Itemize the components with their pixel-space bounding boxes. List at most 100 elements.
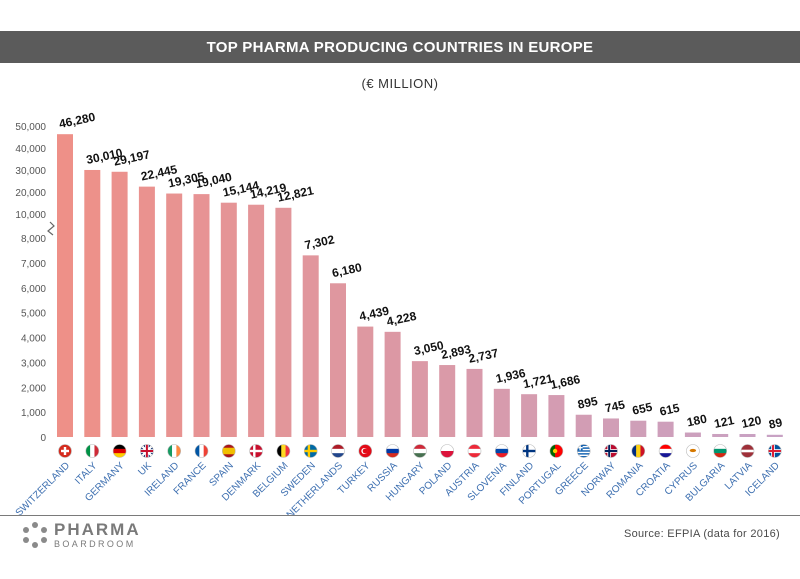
bar xyxy=(138,186,155,437)
bar xyxy=(548,395,565,437)
logo-text-bottom: BOARDROOM xyxy=(54,539,136,549)
value-label: 120 xyxy=(740,413,763,431)
title-bar: TOP PHARMA PRODUCING COUNTRIES IN EUROPE xyxy=(0,31,800,63)
value-label: 745 xyxy=(604,397,627,415)
value-label: 2,737 xyxy=(467,346,500,366)
bar xyxy=(220,202,237,437)
value-label: 655 xyxy=(631,400,654,418)
value-label: 46,280 xyxy=(58,110,97,131)
bar xyxy=(521,394,538,437)
y-tick-label: 10,000 xyxy=(15,210,46,221)
bar xyxy=(357,326,374,437)
logo-dots-icon xyxy=(22,522,48,548)
y-tick-label: 5,000 xyxy=(21,309,46,320)
flag-icon xyxy=(740,444,755,458)
bar xyxy=(302,255,319,437)
value-label: 89 xyxy=(768,415,784,432)
bar xyxy=(384,331,401,437)
chart-title: TOP PHARMA PRODUCING COUNTRIES IN EUROPE xyxy=(206,38,594,56)
category-label: UK xyxy=(136,460,154,478)
category-label: SWITZERLAND xyxy=(14,460,72,515)
bar xyxy=(603,418,619,437)
bar xyxy=(493,388,510,437)
value-label: 1,721 xyxy=(522,371,555,391)
y-tick-label: 30,000 xyxy=(15,166,46,177)
flag-icon xyxy=(658,444,673,458)
bar xyxy=(712,433,729,437)
value-label: 7,302 xyxy=(303,232,336,252)
bar xyxy=(330,283,346,437)
flag-icon xyxy=(222,444,236,458)
value-label: 1,936 xyxy=(495,366,528,386)
flag-icon xyxy=(249,444,263,458)
flag-icon xyxy=(303,444,318,458)
flag-icon xyxy=(385,444,400,458)
value-label: 121 xyxy=(713,413,736,431)
flag-icon xyxy=(194,444,209,458)
value-label: 180 xyxy=(686,412,709,430)
y-tick-label: 6,000 xyxy=(21,284,46,295)
y-tick-label: 7,000 xyxy=(21,259,46,270)
flag-icon xyxy=(467,444,482,458)
y-tick-label: 0 xyxy=(40,433,46,444)
flag-icon xyxy=(522,444,536,458)
chart-subtitle: (€ MILLION) xyxy=(361,76,439,91)
bar xyxy=(411,361,428,437)
bar xyxy=(466,368,483,437)
bar xyxy=(248,204,265,437)
y-tick-label: 4,000 xyxy=(21,334,46,345)
flag-icon xyxy=(167,444,181,458)
y-tick-label: 3,000 xyxy=(21,358,46,369)
flag-icon xyxy=(58,444,72,458)
flag-icon xyxy=(576,444,591,458)
flag-icon xyxy=(112,444,127,458)
flag-icon xyxy=(549,444,564,458)
bar xyxy=(275,207,292,437)
flag-icon xyxy=(440,444,455,458)
footer-divider xyxy=(0,515,800,516)
bar xyxy=(575,414,592,437)
pharma-boardroom-logo: PHARMA BOARDROOM xyxy=(22,521,141,549)
bar xyxy=(166,193,183,437)
value-label: 2,893 xyxy=(440,342,473,362)
flag-icon xyxy=(604,444,618,458)
y-tick-label: 1,000 xyxy=(21,408,46,419)
bar xyxy=(84,169,101,437)
value-label: 1,686 xyxy=(549,372,582,392)
bar xyxy=(684,432,701,437)
bar xyxy=(439,365,456,437)
value-label: 3,050 xyxy=(413,338,446,358)
logo-text-top: PHARMA xyxy=(54,520,141,539)
value-label: 4,439 xyxy=(358,304,391,324)
y-tick-label: 8,000 xyxy=(21,234,46,245)
value-label: 6,180 xyxy=(331,260,364,280)
value-label: 895 xyxy=(576,394,599,412)
flag-icon xyxy=(767,444,782,458)
flag-icon xyxy=(413,444,427,458)
flag-icon xyxy=(494,444,509,458)
value-label: 4,228 xyxy=(385,309,418,329)
flag-icon xyxy=(631,444,646,458)
value-label: 615 xyxy=(658,401,681,419)
bar xyxy=(766,434,783,437)
flag-icon xyxy=(331,444,345,458)
bar xyxy=(57,134,73,437)
bar xyxy=(193,194,210,437)
flag-icon xyxy=(713,444,728,458)
bar xyxy=(630,420,647,437)
bar xyxy=(739,434,756,437)
bar xyxy=(657,421,674,437)
flag-icon xyxy=(358,444,373,458)
flag-icon xyxy=(140,444,154,458)
y-tick-label: 20,000 xyxy=(15,188,46,199)
y-tick-label: 50,000 xyxy=(15,122,46,133)
source-note: Source: EFPIA (data for 2016) xyxy=(623,528,780,540)
flag-icon xyxy=(85,444,100,458)
flag-icon xyxy=(276,444,291,458)
flag-icon xyxy=(686,444,700,458)
y-tick-label: 2,000 xyxy=(21,383,46,394)
axis-break-mark xyxy=(47,221,55,236)
bar xyxy=(111,171,128,437)
y-tick-label: 40,000 xyxy=(15,144,46,155)
bar-chart: 0 1,000 2,000 3,000 4,000 5,000 6,000 7,000 8,00… xyxy=(14,110,784,515)
